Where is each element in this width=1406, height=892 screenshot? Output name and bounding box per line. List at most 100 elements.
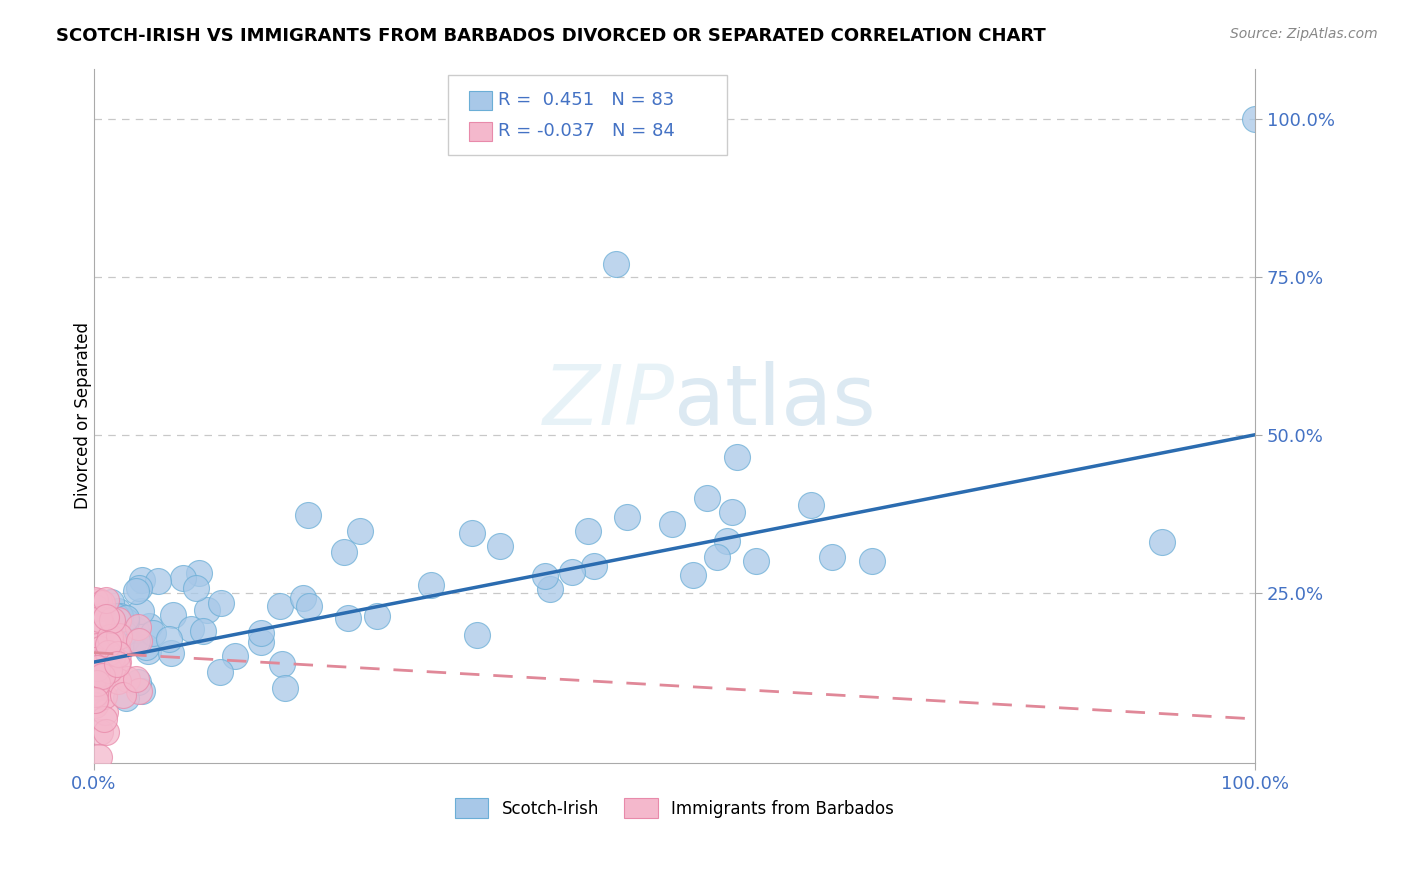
Point [138, 619, 160, 633]
Point [84, 648, 107, 663]
Point [90, 668, 112, 682]
Point [97, 663, 120, 677]
Point [97, 655, 120, 669]
Point [86, 689, 108, 703]
Point [96, 593, 118, 607]
Point [86, 667, 108, 681]
Point [83, 614, 105, 628]
Point [86, 645, 108, 659]
Point [91, 596, 114, 610]
Point [682, 568, 704, 582]
Point [1244, 112, 1267, 126]
Point [115, 672, 138, 686]
Point [97, 646, 120, 660]
Point [111, 688, 134, 702]
Point [84, 652, 107, 666]
Point [114, 614, 136, 628]
Point [89, 642, 111, 657]
Point [84, 656, 107, 670]
Point [744, 554, 766, 568]
Point [89, 609, 111, 624]
Point [250, 635, 273, 649]
Point [605, 257, 627, 271]
Point [89, 725, 111, 739]
Point [578, 524, 600, 539]
Point [104, 665, 127, 680]
Point [91, 657, 114, 671]
Point [94, 609, 117, 624]
Point [104, 652, 127, 666]
Point [83, 631, 105, 645]
Point [87, 749, 110, 764]
Point [101, 654, 124, 668]
Point [87, 612, 110, 626]
Point [90, 626, 112, 640]
Point [84, 612, 107, 626]
Point [107, 629, 129, 643]
Point [269, 599, 291, 614]
Point [89, 664, 111, 678]
Point [661, 517, 683, 532]
Point [125, 584, 148, 599]
Point [721, 505, 744, 519]
Point [125, 634, 148, 648]
Point [209, 596, 232, 610]
Point [128, 582, 150, 596]
Point [180, 622, 202, 636]
Point [725, 450, 748, 464]
Point [100, 632, 122, 646]
Point [184, 582, 207, 596]
Point [108, 608, 131, 623]
Point [129, 604, 152, 618]
Point [104, 620, 127, 634]
Point [107, 640, 129, 654]
FancyBboxPatch shape [449, 76, 727, 155]
Point [188, 566, 211, 581]
Point [100, 649, 122, 664]
Point [706, 549, 728, 564]
Point [146, 574, 169, 588]
Point [1152, 535, 1174, 549]
Point [89, 643, 111, 657]
Point [83, 610, 105, 624]
Point [131, 573, 153, 587]
Point [195, 603, 218, 617]
Point [87, 648, 110, 663]
FancyBboxPatch shape [470, 122, 492, 142]
Point [860, 554, 883, 568]
Point [125, 624, 148, 638]
Point [115, 611, 138, 625]
Point [89, 616, 111, 631]
Point [86, 675, 108, 690]
Point [94, 724, 117, 739]
Point [98, 630, 121, 644]
Y-axis label: Divorced or Separated: Divorced or Separated [75, 322, 91, 509]
Point [91, 623, 114, 637]
Text: atlas: atlas [675, 361, 876, 442]
Text: Source: ZipAtlas.com: Source: ZipAtlas.com [1230, 27, 1378, 41]
Text: ZIP: ZIP [543, 361, 675, 442]
Point [94, 705, 117, 719]
Point [127, 620, 149, 634]
Point [107, 613, 129, 627]
Point [84, 632, 107, 646]
Point [87, 631, 110, 645]
Point [83, 640, 105, 654]
Point [162, 608, 184, 623]
Point [83, 653, 105, 667]
Text: SCOTCH-IRISH VS IMMIGRANTS FROM BARBADOS DIVORCED OR SEPARATED CORRELATION CHART: SCOTCH-IRISH VS IMMIGRANTS FROM BARBADOS… [56, 27, 1046, 45]
Point [86, 640, 108, 654]
Point [84, 631, 107, 645]
Point [115, 690, 138, 705]
Point [460, 525, 482, 540]
Point [142, 626, 165, 640]
Point [84, 659, 107, 673]
Point [540, 582, 562, 597]
Point [83, 668, 105, 682]
Point [83, 687, 105, 701]
Point [93, 657, 115, 671]
Point [97, 637, 120, 651]
Point [87, 677, 110, 691]
Point [107, 655, 129, 669]
Point [100, 595, 122, 609]
